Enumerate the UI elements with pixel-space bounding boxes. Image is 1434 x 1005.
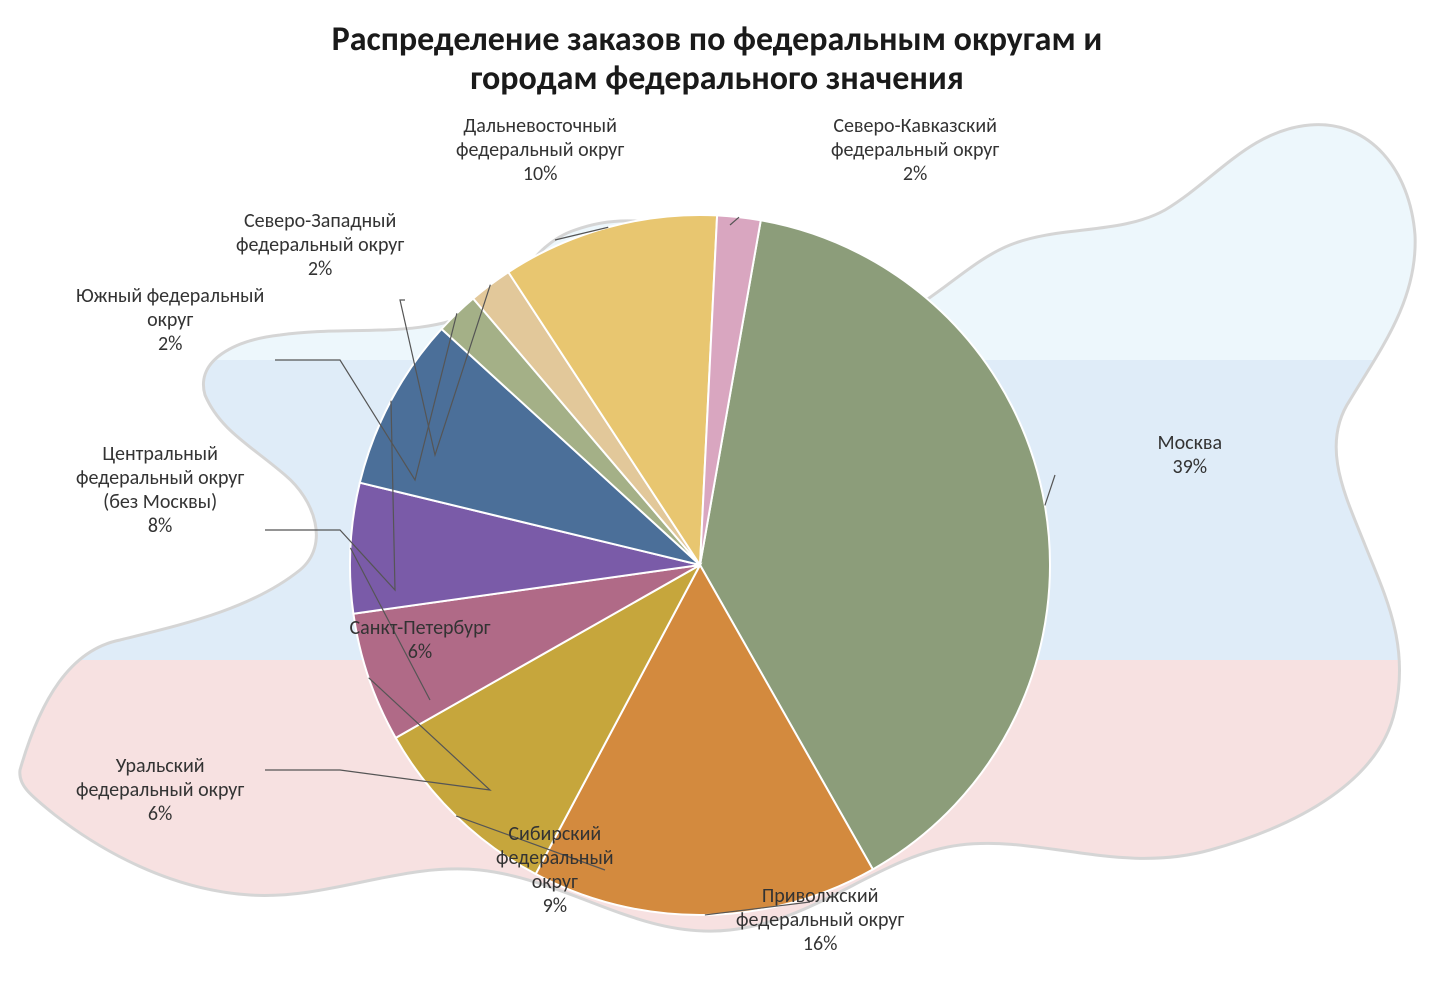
slice-label: Приволжский федеральный округ 16% (736, 884, 904, 956)
slice-label: Санкт-Петербург 6% (350, 616, 491, 664)
slice-label: Москва 39% (1158, 431, 1223, 479)
slice-label: Северо-Кавказский федеральный округ 2% (831, 114, 999, 186)
leader-line (1045, 475, 1055, 505)
chart-title: Распределение заказов по федеральным окр… (0, 20, 1434, 98)
slice-label: Южный федеральный округ 2% (76, 284, 264, 356)
slice-label: Сибирский федеральный округ 9% (496, 822, 614, 918)
slice-label: Уральский федеральный округ 6% (76, 754, 244, 826)
chart-stage: { "canvas": { "width": 1434, "height": 1… (0, 0, 1434, 1005)
slice-label: Северо-Западный федеральный округ 2% (236, 209, 404, 281)
slice-label: Дальневосточный федеральный округ 10% (456, 114, 624, 186)
slice-label: Центральный федеральный округ (без Москв… (76, 442, 244, 538)
